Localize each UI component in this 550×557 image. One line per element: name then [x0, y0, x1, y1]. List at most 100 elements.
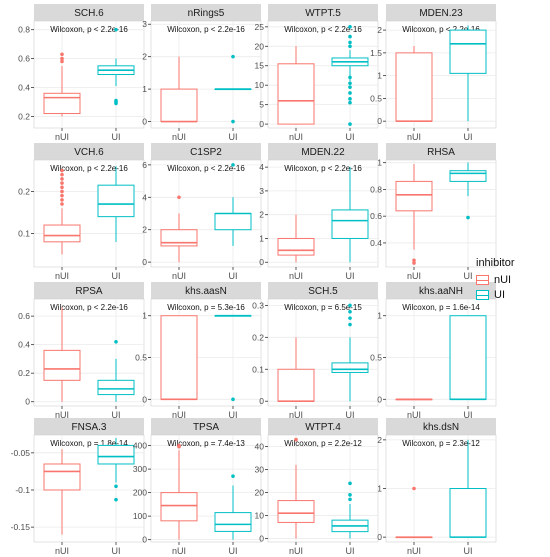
box-iqr — [331, 209, 369, 239]
outlier-point — [60, 168, 64, 173]
box-iqr — [97, 379, 135, 396]
y-tick-label: 0.4 — [370, 238, 382, 248]
box-iqr — [449, 488, 487, 538]
x-tick-label: UI — [229, 271, 238, 281]
box-nui — [160, 195, 198, 263]
box-ui — [97, 437, 135, 502]
box-ui — [449, 439, 487, 538]
outlier-point — [348, 322, 352, 327]
pvalue-label: Wilcoxon, p < 2.2e-16 — [402, 25, 480, 34]
outlier-point — [348, 34, 352, 39]
box-ui — [214, 54, 252, 124]
y-tick-label: 0 — [377, 532, 382, 542]
outlier-point — [114, 98, 118, 103]
y-tick-label: 10 — [255, 511, 265, 521]
legend-item-ui: UI — [476, 287, 548, 302]
y-tick-label: 200 — [133, 488, 147, 498]
y-tick-label: 0 — [142, 535, 147, 545]
y-tick-label: -0.15 — [11, 522, 31, 532]
facet-title: khs.aasN — [185, 286, 227, 297]
box-iqr — [43, 92, 81, 115]
outlier-point — [60, 181, 64, 185]
legend-label-nui: nUI — [494, 273, 512, 286]
x-tick-label: nUI — [407, 546, 421, 556]
facet-title: WTPT.4 — [305, 422, 341, 433]
box-iqr — [331, 362, 369, 373]
facet-strip — [34, 418, 144, 435]
legend-key-ui — [476, 289, 489, 300]
box-nui — [277, 437, 315, 539]
y-tick-label: 1 — [377, 158, 382, 168]
facet-title: FNSA.3 — [71, 422, 106, 433]
facet-panel: MDEN.23 0 0.5 1 1.5 2 Wilcoxon, p < 2.2e-16 nUI… — [370, 4, 497, 142]
y-tick-label: 40 — [255, 442, 265, 452]
facet-title: WTPT.5 — [305, 8, 341, 19]
pvalue-label: Wilcoxon, p = 6.5e-15 — [284, 303, 362, 312]
x-tick-label: UI — [346, 132, 355, 142]
outlier-point — [114, 497, 118, 502]
x-tick-label: UI — [346, 410, 355, 420]
x-tick-label: nUI — [172, 271, 186, 281]
box-nui — [277, 46, 315, 125]
x-tick-label: UI — [464, 132, 473, 142]
facet-title: MDEN.22 — [301, 147, 345, 158]
facet-panel: RPSA 0 0.2 0.4 0.6 Wilcoxon, p < 2.2e-16 nUI UI — [18, 282, 145, 420]
y-tick-label: 0 — [142, 257, 147, 267]
box-iqr — [214, 213, 252, 231]
y-tick-label: 0.6 — [370, 211, 382, 221]
box-ui — [331, 167, 369, 263]
x-tick-label: nUI — [55, 132, 69, 142]
y-tick-label: 0.4 — [18, 340, 30, 350]
y-tick-label: 0 — [377, 116, 382, 126]
facet-panel: VCH.6 0.1 0.2 Wilcoxon, p < 2.2e-16 nUI UI — [18, 143, 145, 281]
outlier-point — [348, 25, 352, 29]
box-iqr — [395, 52, 433, 122]
y-tick-label: 10 — [255, 80, 265, 90]
y-tick-label: 300 — [133, 464, 147, 474]
y-tick-label: 0 — [259, 534, 264, 544]
outlier-point — [177, 443, 181, 448]
facet-strip — [268, 4, 378, 21]
outlier-point — [348, 497, 352, 502]
facet-panel: SCH.6 0.2 0.4 0.6 0.8 Wilcoxon, p < 2.2e-16 nU… — [18, 4, 145, 142]
y-tick-label: 0 — [259, 257, 264, 267]
y-tick-label: 0.5 — [370, 353, 382, 363]
outlier-point — [114, 27, 118, 32]
x-tick-label: nUI — [172, 546, 186, 556]
facet-panel: khs.aaNH 0 0.5 1 Wilcoxon, p = 1.6e-14 nUI UI — [370, 282, 497, 420]
y-tick-label: 2 — [377, 435, 382, 445]
y-tick-label: 2 — [142, 225, 147, 235]
x-tick-label: UI — [464, 410, 473, 420]
facet-strip — [268, 282, 378, 299]
pvalue-label: Wilcoxon, p < 2.2e-16 — [167, 25, 245, 34]
outlier-point — [231, 397, 235, 402]
box-ui — [97, 166, 135, 242]
y-tick-label: 0.5 — [370, 93, 382, 103]
y-tick-label: 0.1 — [18, 228, 30, 238]
y-tick-label: 0.6 — [18, 311, 30, 321]
pvalue-label: Wilcoxon, p = 1.8e-14 — [50, 439, 128, 448]
box-iqr — [160, 88, 198, 123]
y-tick-label: 5 — [259, 100, 264, 110]
y-tick-label: 1 — [142, 84, 147, 94]
outlier-point — [60, 177, 64, 181]
facet-panel: nRings5 0 1 2 3 Wilcoxon, p < 2.2e-16 nUI UI — [142, 4, 262, 142]
y-tick-label: 0 — [259, 119, 264, 129]
y-tick-label: 0 — [25, 397, 30, 407]
box-iqr — [97, 184, 135, 218]
box-iqr — [43, 463, 81, 491]
y-tick-label: 1 — [377, 484, 382, 494]
outlier-point — [466, 215, 470, 220]
box-nui — [43, 307, 81, 402]
outlier-point — [60, 59, 64, 64]
facet-title: khs.dsN — [423, 422, 459, 433]
x-tick-label: nUI — [172, 132, 186, 142]
y-tick-label: -0.1 — [15, 485, 30, 495]
outlier-point — [60, 56, 64, 61]
outlier-point — [348, 316, 352, 320]
box-ui — [214, 474, 252, 540]
y-tick-label: 3 — [259, 186, 264, 196]
x-tick-label: nUI — [407, 410, 421, 420]
y-tick-label: -0.05 — [11, 448, 31, 458]
